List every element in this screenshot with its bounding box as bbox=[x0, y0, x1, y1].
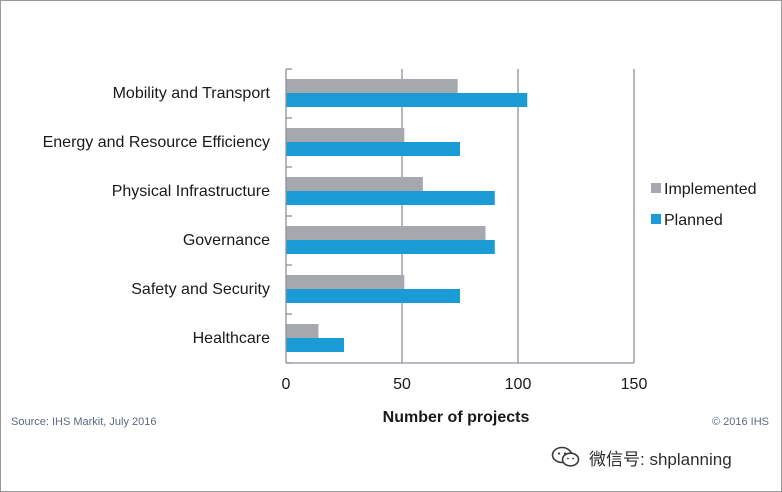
legend-swatch bbox=[651, 214, 661, 224]
bar-implemented bbox=[286, 226, 486, 240]
bars bbox=[286, 79, 528, 352]
legend: Implemented Planned bbox=[651, 181, 757, 229]
watermark: 微信号: shplanning bbox=[551, 446, 732, 469]
bar-planned bbox=[286, 93, 528, 107]
x-axis-title: Number of projects bbox=[383, 409, 530, 426]
x-tick-label: 100 bbox=[505, 376, 532, 393]
bar-planned bbox=[286, 142, 460, 156]
gridlines bbox=[401, 69, 635, 363]
bar-implemented bbox=[286, 79, 458, 93]
bar-implemented bbox=[286, 177, 423, 191]
category-label: Healthcare bbox=[193, 330, 270, 347]
category-label: Mobility and Transport bbox=[113, 85, 271, 102]
bar-planned bbox=[286, 191, 495, 205]
x-tick-label: 0 bbox=[282, 376, 291, 393]
wechat-icon bbox=[551, 446, 580, 467]
bar-planned bbox=[286, 338, 344, 352]
legend-label: Planned bbox=[664, 212, 723, 229]
bar-implemented bbox=[286, 128, 405, 142]
x-tick-label: 150 bbox=[621, 376, 648, 393]
bar-implemented bbox=[286, 324, 319, 338]
category-label: Energy and Resource Efficiency bbox=[43, 134, 270, 151]
bar-planned bbox=[286, 289, 460, 303]
bar-implemented bbox=[286, 275, 405, 289]
legend-swatch bbox=[651, 183, 661, 193]
category-label: Safety and Security bbox=[131, 281, 270, 298]
category-label: Physical Infrastructure bbox=[112, 183, 270, 200]
copyright-note: © 2016 IHS bbox=[711, 416, 769, 428]
source-note: Source: IHS Markit, July 2016 bbox=[11, 416, 157, 428]
bar-planned bbox=[286, 240, 495, 254]
watermark-text: 微信号: shplanning bbox=[589, 449, 732, 469]
labels: 0 50 100 150 Mobility and Transport Energy an… bbox=[43, 85, 648, 393]
legend-label: Implemented bbox=[664, 181, 757, 198]
x-tick-label: 50 bbox=[393, 376, 411, 393]
category-label: Governance bbox=[183, 232, 270, 249]
axes bbox=[285, 68, 634, 364]
